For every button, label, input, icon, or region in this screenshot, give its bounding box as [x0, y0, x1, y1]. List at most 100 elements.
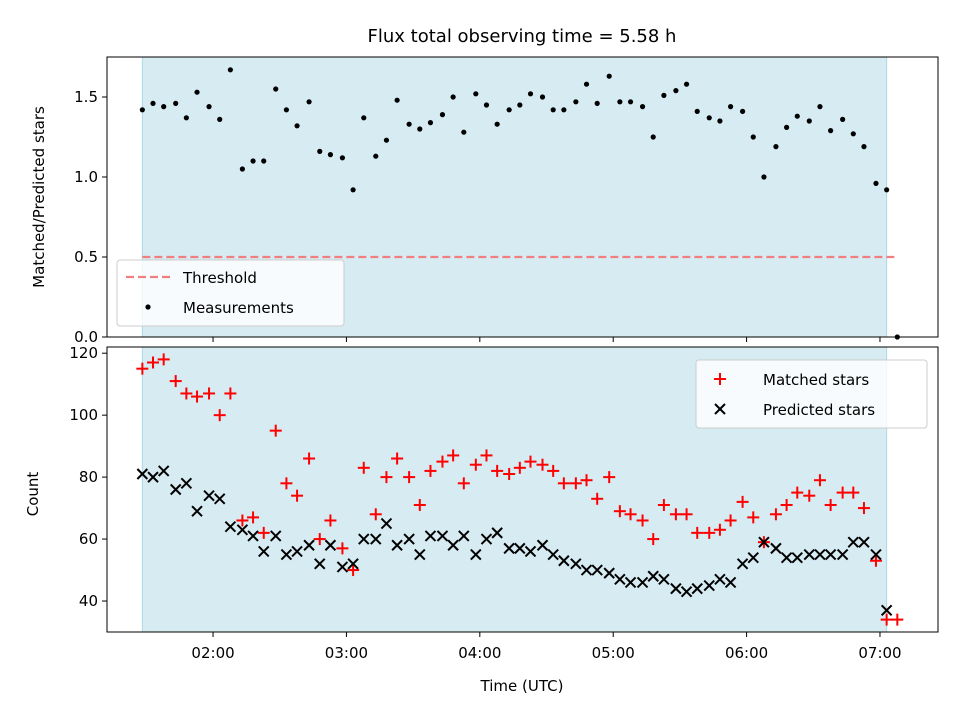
predicted-star-point	[870, 548, 882, 561]
measurement-point	[161, 104, 167, 110]
predicted-star-point	[236, 524, 249, 536]
measurement-point	[517, 102, 523, 108]
x-tick-label: 04:00	[458, 644, 501, 662]
predicted-star-point	[169, 483, 182, 496]
predicted-star-point	[514, 542, 526, 555]
predicted-star-point	[314, 558, 326, 570]
measurement-point	[394, 97, 400, 103]
matched-star-point	[491, 464, 504, 477]
measurement-point	[183, 115, 189, 121]
measurement-point	[606, 73, 612, 79]
predicted-star-point	[503, 542, 515, 555]
matched-star-point	[836, 486, 849, 499]
matched-star-point	[880, 613, 893, 626]
matched-star-point	[603, 471, 616, 484]
predicted-star-point	[403, 533, 415, 545]
top-x-ticks	[212, 337, 881, 342]
predicted-star-point	[770, 542, 782, 555]
measurement-point	[506, 107, 512, 113]
matched-star-point	[436, 455, 449, 468]
measurement-point	[194, 89, 200, 95]
measurement-point	[583, 81, 590, 87]
measurement-point	[317, 148, 323, 154]
measurement-point	[550, 107, 556, 113]
matched-star-point	[636, 514, 649, 527]
matched-star-point	[157, 353, 170, 366]
predicted-legend-label: Predicted stars	[763, 401, 875, 419]
measurement-point	[873, 180, 879, 186]
predicted-star-point	[803, 548, 815, 561]
matched-star-point	[424, 464, 437, 477]
measurement-point	[294, 123, 300, 129]
measurement-point	[450, 94, 456, 100]
measurement-point	[361, 115, 367, 121]
measurement-points	[139, 67, 900, 340]
matched-star-point	[191, 390, 204, 403]
matched-legend-label: Matched stars	[763, 371, 869, 389]
predicted-star-point	[636, 576, 649, 589]
matched-star-point	[224, 387, 237, 400]
bottom-panel-frame	[106, 346, 939, 633]
predicted-star-point	[747, 551, 759, 564]
measurement-point	[250, 158, 256, 164]
measurement-point	[761, 174, 767, 180]
matched-star-point	[891, 613, 904, 626]
matched-star-point	[180, 387, 193, 400]
measurement-point	[539, 94, 546, 100]
measurement-point	[527, 91, 534, 97]
measurement-point	[261, 158, 267, 164]
predicted-star-point	[224, 520, 237, 533]
predicted-star-point	[670, 582, 682, 595]
measurement-point	[750, 134, 756, 140]
matched-stars-points	[136, 353, 904, 626]
measurement-point	[239, 166, 245, 172]
predicted-star-point	[303, 539, 315, 551]
predicted-star-point	[714, 573, 726, 586]
matched-star-point	[503, 468, 516, 481]
measurement-point	[461, 129, 467, 135]
measurement-point	[273, 86, 279, 92]
predicted-star-point	[536, 539, 549, 551]
matched-star-point	[803, 489, 816, 502]
matched-star-point	[557, 477, 570, 490]
predicted-star-point	[570, 558, 582, 570]
predicted-star-point	[758, 536, 770, 548]
predicted-star-point	[491, 527, 503, 539]
measurement-point	[861, 144, 867, 150]
matched-star-point	[391, 452, 404, 465]
matched-star-point	[713, 523, 726, 536]
predicted-star-point	[424, 530, 437, 542]
measurement-point	[573, 99, 579, 105]
matched-star-point	[447, 449, 460, 462]
matched-legend-swatch	[714, 373, 726, 385]
measurement-point	[717, 118, 723, 124]
matched-star-point	[857, 502, 870, 515]
measurement-point	[339, 155, 346, 161]
predicted-star-point	[703, 579, 715, 592]
predicted-star-point	[791, 551, 803, 564]
predicted-star-point	[370, 533, 382, 545]
predicted-star-point	[214, 493, 226, 505]
matched-star-point	[291, 489, 304, 502]
measurement-point	[206, 104, 212, 110]
matched-star-point	[257, 526, 270, 539]
measurement-point	[817, 104, 823, 110]
matched-star-point	[324, 514, 337, 527]
measurement-point	[850, 131, 856, 137]
predicted-star-point	[736, 558, 749, 570]
matched-star-point	[313, 533, 326, 546]
top-panel-frame	[106, 56, 939, 338]
matched-star-point	[724, 514, 737, 527]
measurement-point	[884, 187, 890, 193]
measurement-point	[139, 107, 145, 113]
matched-star-point	[147, 356, 160, 369]
top-y-tick-label: 0.5	[74, 248, 98, 266]
measurement-point	[150, 100, 156, 106]
measurement-point	[217, 116, 223, 122]
measurement-point	[706, 115, 712, 121]
measurement-point	[327, 152, 334, 158]
top-y-axis-label: Matched/Predicted stars	[30, 106, 48, 288]
predicted-star-point	[647, 570, 659, 582]
predicted-star-point	[524, 545, 537, 558]
matched-star-point	[413, 498, 426, 511]
